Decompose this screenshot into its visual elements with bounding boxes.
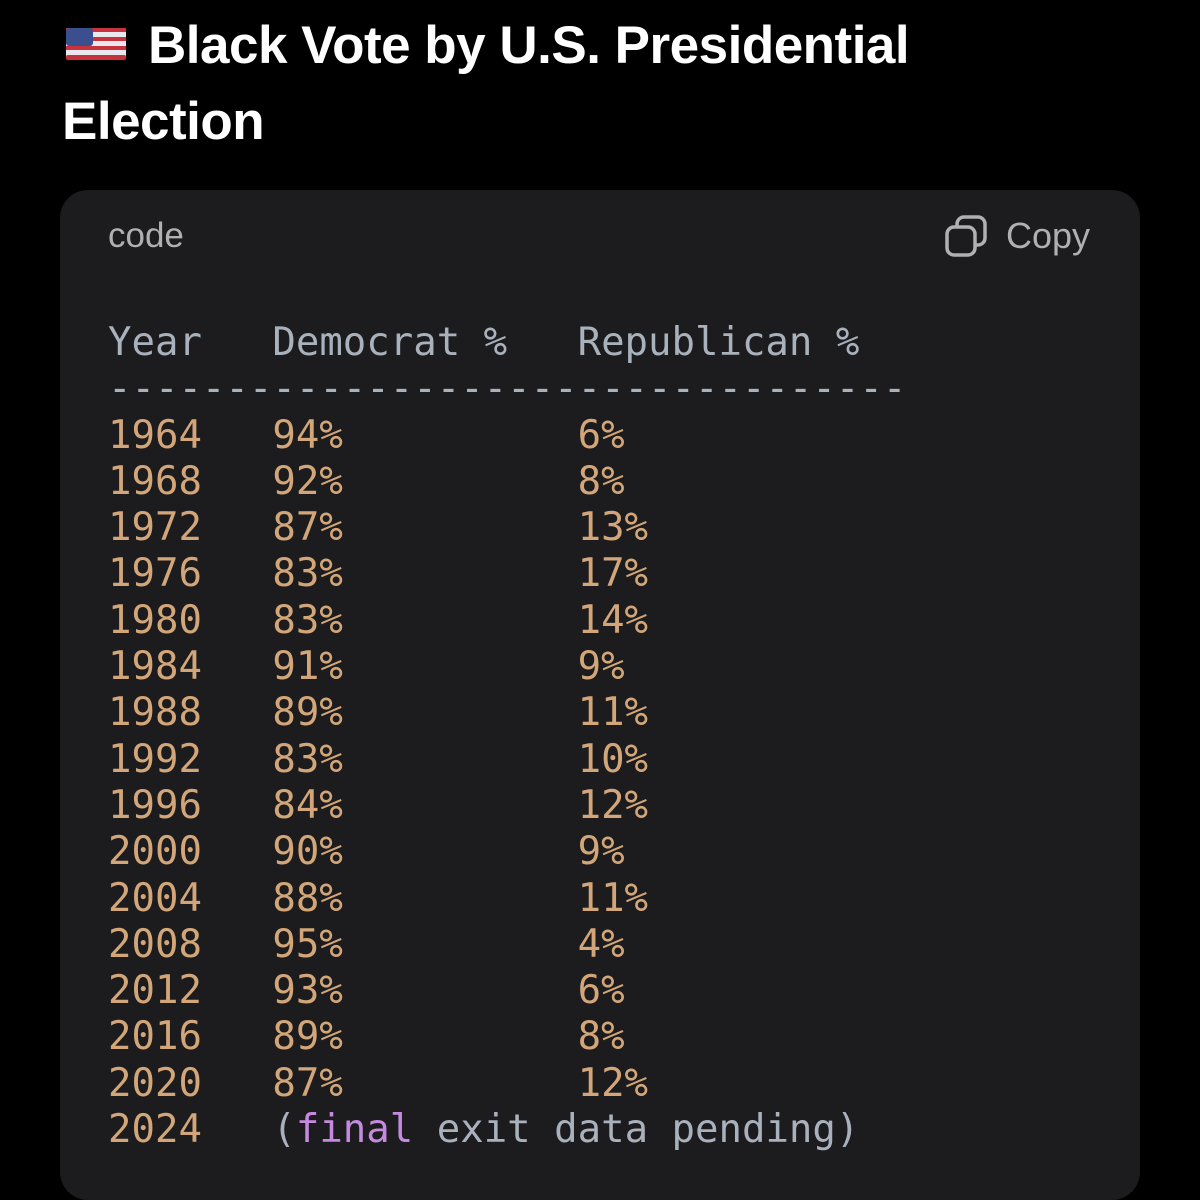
note-token: ( <box>272 1107 296 1153</box>
cell-value: 9% <box>577 829 625 875</box>
cell-value: 83% <box>272 551 343 597</box>
cell-value: 93% <box>272 968 343 1014</box>
column-header: Year <box>108 320 202 365</box>
cell-value: 90% <box>272 829 343 875</box>
cell-value: 8% <box>577 458 625 504</box>
title: Black Vote by U.S. Presidential Election <box>62 16 910 151</box>
cell-value: 8% <box>577 1014 625 1060</box>
cell-value: 11% <box>577 875 649 921</box>
cell-value: 2024 <box>108 1107 202 1153</box>
note-token: final <box>295 1107 414 1153</box>
cell-value: 1964 <box>108 412 202 458</box>
note-token: exit data pending) <box>413 1107 860 1153</box>
cell-value: 87% <box>272 1060 343 1106</box>
cell-value: 1980 <box>108 597 202 643</box>
cell-value: 17% <box>577 551 649 597</box>
cell-value: 1968 <box>108 458 202 504</box>
cell-value: 2008 <box>108 921 202 967</box>
code-block: code Copy Year Democrat % Republican % ----… <box>60 190 1140 1200</box>
cell-value: 10% <box>577 736 649 782</box>
cell-value: 6% <box>577 968 625 1014</box>
cell-value: 2012 <box>108 968 202 1014</box>
cell-value: 12% <box>577 1060 649 1106</box>
cell-value: 2000 <box>108 829 202 875</box>
cell-value: 2004 <box>108 875 202 921</box>
divider-text: ---------------------------------- <box>108 366 907 412</box>
cell-value: 1988 <box>108 690 202 736</box>
cell-value: 2020 <box>108 1060 202 1106</box>
cell-value: 1996 <box>108 782 202 828</box>
note: (final exit data pending) <box>272 1107 859 1153</box>
cell-value: 95% <box>272 921 343 967</box>
column-header: Republican % <box>577 320 860 365</box>
cell-value: 13% <box>577 505 649 551</box>
cell-value: 14% <box>577 597 649 643</box>
cell-value: 12% <box>577 782 649 828</box>
cell-value: 2016 <box>108 1014 202 1060</box>
cell-value: 84% <box>272 782 343 828</box>
cell-value: 1976 <box>108 551 202 597</box>
cell-value: 89% <box>272 690 343 736</box>
code-language: code <box>108 216 184 255</box>
cell-value: 83% <box>272 597 343 643</box>
cell-value: 88% <box>272 875 343 921</box>
cell-value: 87% <box>272 505 343 551</box>
cell-value: 6% <box>577 412 625 458</box>
column-header: Democrat % <box>272 320 508 365</box>
cell-value: 91% <box>272 644 343 690</box>
cell-value: 94% <box>272 412 343 458</box>
cell-value: 1972 <box>108 505 202 551</box>
cell-value: 89% <box>272 1014 343 1060</box>
cell-value: 9% <box>577 644 625 690</box>
cell-value: 83% <box>272 736 343 782</box>
copy-label[interactable]: Copy <box>1005 215 1090 256</box>
copy-button[interactable]: Copy <box>944 214 1090 258</box>
cell-value: 1984 <box>108 644 202 690</box>
cell-value: 1992 <box>108 736 202 782</box>
flag-icon <box>66 28 126 60</box>
cell-value: 11% <box>577 690 649 736</box>
cell-value: 4% <box>577 921 625 967</box>
copy-icon <box>945 215 987 257</box>
cell-value: 92% <box>272 458 343 504</box>
